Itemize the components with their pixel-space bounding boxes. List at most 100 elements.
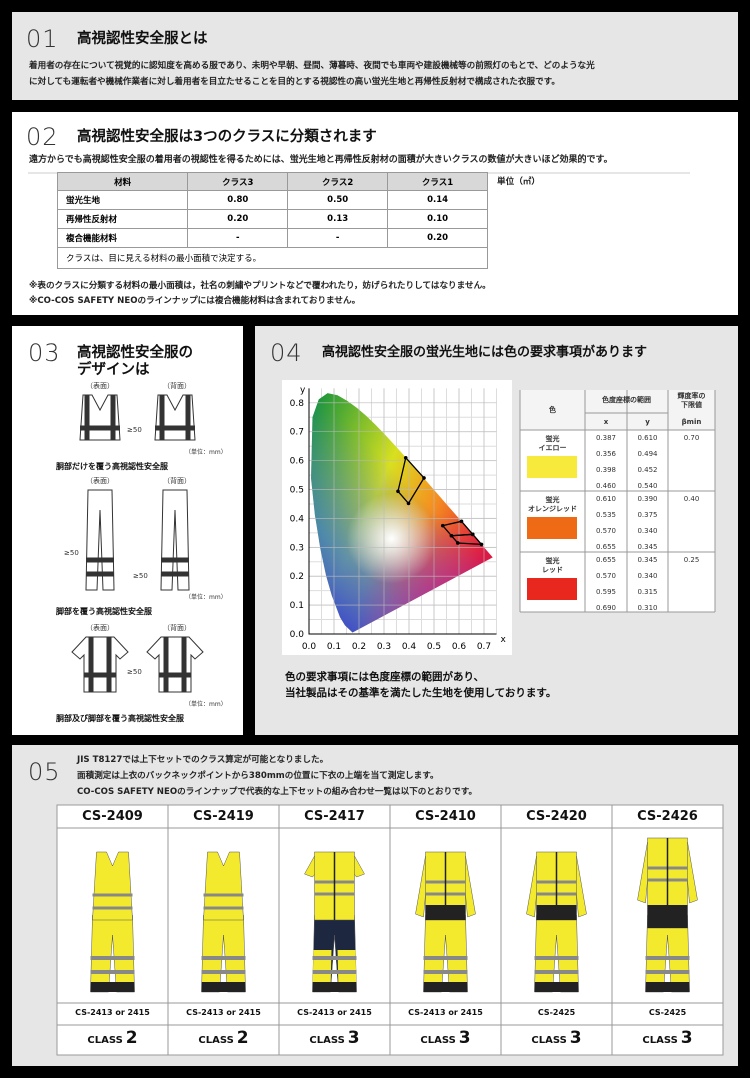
row: 再帰性反射材 0.20 0.13 0.10 <box>56 209 488 229</box>
section-title: 高視認性安全服の <box>77 345 193 361</box>
y-value: 0.375 <box>637 511 658 519</box>
product-code: CS-2419 <box>193 809 254 824</box>
x-value: 0.535 <box>595 511 617 519</box>
vest <box>92 851 133 921</box>
header: βmin <box>681 418 702 426</box>
boot-trim <box>534 982 579 992</box>
swatch <box>527 456 577 478</box>
cell: - <box>287 228 389 248</box>
vertex <box>479 542 484 547</box>
section-number: 01 <box>26 25 59 53</box>
class-number: 3 <box>680 1028 693 1048</box>
class-label: CLASS <box>642 1035 678 1046</box>
class-label-row: CLASS 2 <box>168 1030 279 1047</box>
class-label-row: CLASS 2 <box>57 1030 168 1047</box>
product-code: CS-2417 <box>304 809 365 824</box>
y-value: 0.345 <box>637 543 658 551</box>
cell: 0.14 <box>387 190 488 210</box>
y-tick-label: 0.4 <box>290 514 305 524</box>
vertex <box>403 455 408 460</box>
x-tick-label: 0.0 <box>302 642 317 652</box>
color-name: 蛍光 <box>545 496 560 504</box>
spectral-locus <box>311 393 493 633</box>
class-number: 3 <box>458 1028 471 1048</box>
class-label: CLASS <box>87 1035 123 1046</box>
header: 色度座標の範囲 <box>602 396 651 404</box>
unit: （単位：mm） <box>185 701 227 708</box>
y-tick-label: 0.0 <box>290 630 305 640</box>
cell: 0.80 <box>187 190 289 210</box>
swatch <box>527 517 577 539</box>
y-tick-label: 0.1 <box>290 601 304 611</box>
footnote-row: クラスは、目に見える材料の最小面積で決定する。 <box>57 247 488 269</box>
vertex <box>440 523 445 528</box>
x-value: 0.595 <box>595 588 617 596</box>
set-code: CS-2413 or 2415 <box>297 1008 372 1017</box>
y-tick-label: 0.3 <box>290 543 304 553</box>
body-text: CO-COS SAFETY NEOのラインナップで代表的な上下セットの組み合わせ… <box>77 787 478 797</box>
shirt <box>71 636 129 693</box>
set-code: CS-2425 <box>537 1008 576 1017</box>
vertex <box>459 519 464 524</box>
class-label: CLASS <box>309 1035 345 1046</box>
front-label: （表面） <box>86 477 114 485</box>
section-title: 高視認性安全服とは <box>77 31 208 47</box>
y-tick-label: 0.5 <box>290 486 304 496</box>
figure-caption: 脚部を覆う高視認性安全服 <box>56 607 152 616</box>
dimension: ≥50 <box>64 549 79 557</box>
header-cell: 材料 <box>56 172 189 191</box>
beta-value: 0.40 <box>683 495 700 503</box>
class-label: CLASS <box>198 1035 234 1046</box>
x-value: 0.570 <box>595 572 617 580</box>
header-row: 材料 クラス3 クラス2 クラス1 <box>56 172 488 191</box>
section-number: 03 <box>28 339 61 367</box>
class-label-row: CLASS 3 <box>612 1030 723 1047</box>
y-value: 0.540 <box>637 482 658 490</box>
header: 下限値 <box>681 401 702 409</box>
product-code: CS-2420 <box>526 809 587 824</box>
class-label: CLASS <box>531 1035 567 1046</box>
section-title: 高視認性安全服は3つのクラスに分類されます <box>77 129 377 145</box>
pants-lower <box>312 950 357 992</box>
y-tick-label: 0.7 <box>290 428 304 438</box>
swatch <box>527 578 577 600</box>
class-label: CLASS <box>420 1035 456 1046</box>
x-value: 0.655 <box>595 543 617 551</box>
product-code: CS-2410 <box>415 809 476 824</box>
body-text: 着用者の存在について視覚的に認知度を高める服であり、未明や早朝、昼間、薄暮時、夜… <box>29 61 595 71</box>
x-value: 0.387 <box>595 434 617 442</box>
footnote: クラスは、目に見える材料の最小面積で決定する。 <box>57 247 488 269</box>
body-text: 面積測定は上衣のバックネックポイントから380mmの位置に下衣の上端を当て測定し… <box>77 771 439 781</box>
vertex <box>455 541 460 545</box>
class-number: 3 <box>569 1028 582 1048</box>
front-label: （表面） <box>86 624 114 632</box>
vest <box>203 851 244 921</box>
vertex <box>396 489 400 494</box>
row: 蛍光生地 0.80 0.50 0.14 <box>56 190 488 210</box>
body-text: JIS T8127では上下セットでのクラス算定が可能となりました。 <box>77 755 329 765</box>
set-code: CS-2425 <box>648 1008 687 1017</box>
figure-caption: 胴部だけを覆う高視認性安全服 <box>56 462 168 471</box>
y-value: 0.345 <box>637 556 658 564</box>
section-number: 02 <box>26 123 59 151</box>
y-value: 0.610 <box>637 434 658 442</box>
cell: 0.13 <box>287 209 389 229</box>
header-bg <box>520 390 715 430</box>
y-value: 0.340 <box>637 527 658 535</box>
class-number: 2 <box>236 1028 249 1048</box>
class-number: 2 <box>125 1028 138 1048</box>
reflective-band <box>84 637 116 692</box>
x-tick-label: 0.6 <box>452 642 467 652</box>
x-tick-label: 0.5 <box>427 642 441 652</box>
product-code: CS-2409 <box>82 809 143 824</box>
color-name: オレンジレッド <box>528 505 577 513</box>
section-number: 05 <box>28 758 61 786</box>
header-cell: クラス2 <box>287 172 389 191</box>
section-number: 04 <box>270 339 303 367</box>
set-code: CS-2413 or 2415 <box>75 1008 150 1017</box>
x-tick-label: 0.2 <box>352 642 366 652</box>
x-value: 0.570 <box>595 527 617 535</box>
y-value: 0.310 <box>637 604 658 612</box>
